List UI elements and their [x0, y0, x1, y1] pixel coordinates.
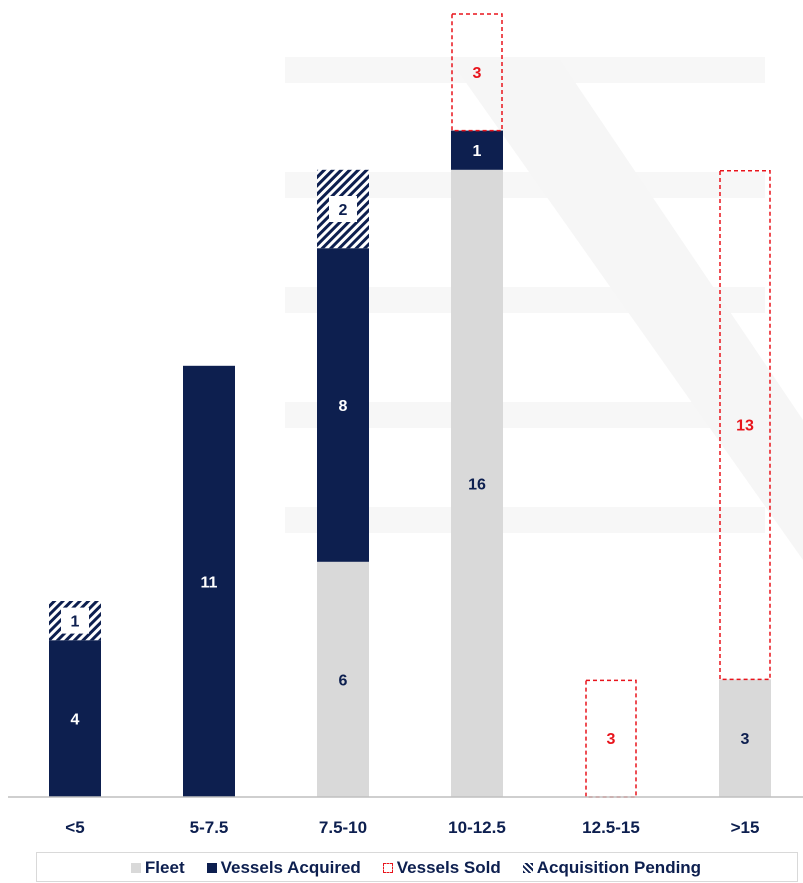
x-tick-label: 10-12.5 [448, 818, 506, 837]
data-label: 6 [339, 672, 348, 689]
x-tick-label: >15 [731, 818, 760, 837]
data-label: 1 [473, 143, 482, 160]
legend-label: Vessels Acquired [220, 858, 361, 877]
legend: Fleet Vessels Acquired Vessels Sold Acquisi… [36, 853, 796, 883]
legend-item: Acquisition Pending [522, 858, 702, 878]
data-label: 3 [607, 731, 616, 748]
legend-item: Vessels Sold [382, 858, 501, 878]
x-tick-label: 5-7.5 [190, 818, 229, 837]
bar-vessels-acquired [49, 640, 101, 797]
bar-vessels-acquired [317, 248, 369, 562]
legend-swatch [522, 863, 533, 873]
bar-vessels-sold [719, 170, 771, 681]
legend-label: Vessels Sold [396, 858, 501, 877]
legend-frame [36, 852, 798, 882]
legend-label: Acquisition Pending [536, 858, 702, 877]
bar-vessels-sold [451, 13, 503, 132]
legend-swatch [382, 863, 393, 873]
legend-swatch [206, 863, 217, 873]
bar-vessels-acquired [451, 130, 503, 170]
x-axis: <5 5-7.5 7.5-10 10-12.5 12.5-15 >15 [8, 796, 803, 837]
data-label: 3 [473, 65, 482, 82]
data-label: 1 [71, 614, 80, 631]
data-label: 4 [71, 712, 80, 729]
data-label-box [329, 196, 357, 222]
data-label: 2 [339, 202, 348, 219]
data-label: 11 [201, 574, 218, 591]
x-tick-label: <5 [65, 818, 84, 837]
x-tick-label: 12.5-15 [582, 818, 640, 837]
bar-fleet [317, 561, 369, 797]
data-label: 3 [741, 731, 750, 748]
legend-item: Vessels Acquired [206, 858, 361, 878]
x-tick-label: 7.5-10 [319, 818, 367, 837]
legend-item: Fleet [130, 858, 185, 878]
legend-swatch [130, 863, 141, 873]
data-label: 16 [468, 476, 486, 493]
bar-fleet [719, 679, 771, 797]
legend-label: Fleet [144, 858, 185, 877]
data-label: 8 [339, 398, 348, 415]
data-label: 13 [736, 418, 754, 435]
bar-vessels-acquired [183, 365, 235, 797]
data-label-box [61, 607, 89, 634]
bar-fleet [451, 169, 503, 798]
watermark-diagonal [450, 60, 803, 560]
